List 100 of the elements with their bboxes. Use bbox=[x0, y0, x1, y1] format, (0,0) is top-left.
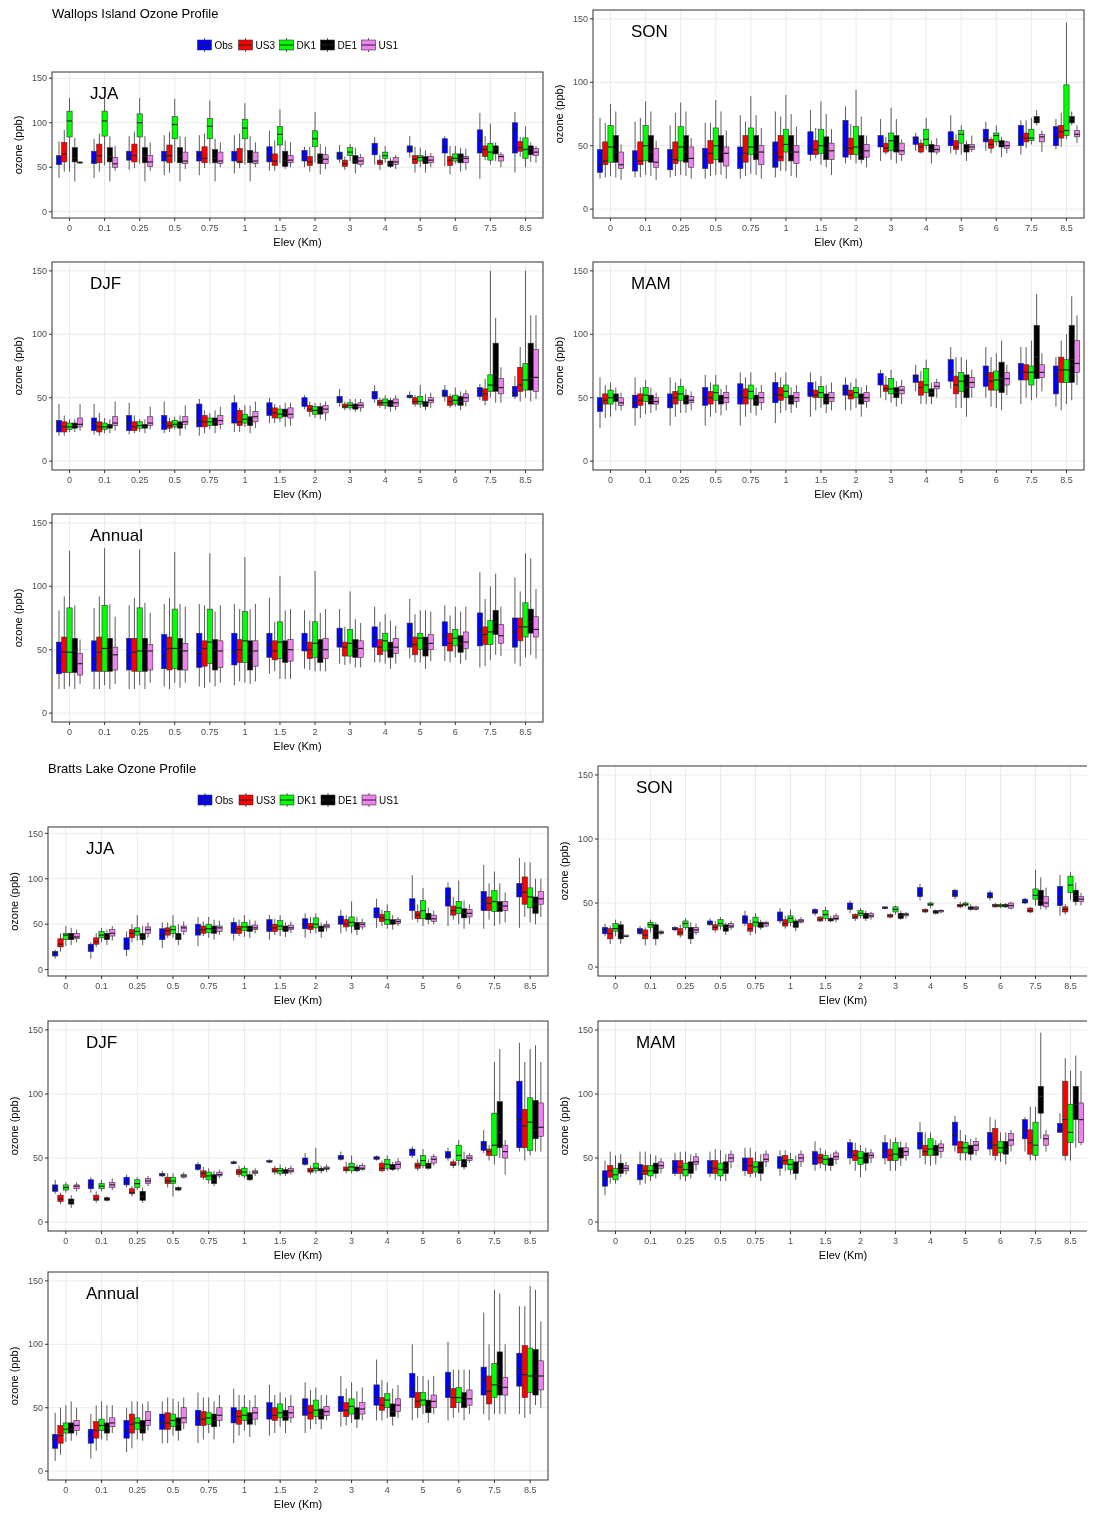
x-tick-label: 2 bbox=[857, 981, 864, 991]
x-tick-label: 8.5 bbox=[1060, 475, 1073, 485]
y-axis-title: ozone (ppb) bbox=[8, 1346, 20, 1406]
x-tick-label: 0.25 bbox=[130, 223, 149, 233]
x-tick-label: 4 bbox=[384, 1485, 390, 1495]
y-tick-label: 50 bbox=[577, 140, 588, 151]
x-tick-label: 8.5 bbox=[519, 727, 532, 737]
y-axis-title: ozone (ppb) bbox=[12, 588, 24, 648]
x-axis-title: Elev (Km) bbox=[273, 236, 322, 248]
x-tick-label: 0.1 bbox=[95, 1485, 108, 1495]
x-tick-label: 6 bbox=[456, 1485, 462, 1495]
x-tick-label: 0 bbox=[608, 223, 614, 233]
x-tick-label: 1 bbox=[787, 1236, 794, 1246]
x-tick-label: 0.5 bbox=[168, 223, 182, 233]
y-axis-title: ozone (ppb) bbox=[12, 115, 24, 175]
x-tick-label: 0.5 bbox=[709, 475, 723, 485]
x-tick-label: 6 bbox=[452, 727, 458, 737]
x-tick-label: 1.5 bbox=[814, 475, 828, 485]
x-axis-title: Elev (Km) bbox=[273, 740, 322, 752]
legend-label: DK1 bbox=[297, 795, 317, 806]
x-tick-label: 8.5 bbox=[1064, 981, 1077, 991]
x-tick-label: 0.25 bbox=[128, 1236, 147, 1246]
x-tick-label: 0.1 bbox=[639, 475, 652, 485]
x-axis-title: Elev (Km) bbox=[818, 1249, 868, 1261]
x-tick-label: 3 bbox=[349, 1485, 355, 1495]
x-tick-label: 6 bbox=[993, 223, 999, 233]
x-tick-label: 0.5 bbox=[709, 223, 723, 233]
y-tick-label: 50 bbox=[582, 1153, 593, 1164]
y-axis-title: ozone (ppb) bbox=[12, 336, 24, 396]
x-tick-label: 0.75 bbox=[742, 475, 760, 485]
x-tick-label: 0 bbox=[63, 981, 69, 991]
x-tick-label: 0.25 bbox=[130, 727, 149, 737]
x-tick-label: 6 bbox=[456, 1236, 462, 1246]
x-tick-label: 0.75 bbox=[746, 981, 765, 991]
x-tick-label: 1 bbox=[242, 727, 248, 737]
x-tick-label: 8.5 bbox=[523, 1236, 537, 1246]
x-axis-title: Elev (Km) bbox=[273, 1249, 323, 1261]
x-tick-label: 4 bbox=[923, 223, 929, 233]
x-tick-label: 7.5 bbox=[484, 475, 497, 485]
x-tick-label: 3 bbox=[888, 475, 894, 485]
annotation: JJA bbox=[86, 839, 115, 858]
x-tick-label: 1.5 bbox=[273, 981, 287, 991]
x-tick-label: 7.5 bbox=[1025, 223, 1038, 233]
x-tick-label: 0.25 bbox=[130, 475, 149, 485]
x-tick-label: 7.5 bbox=[484, 223, 497, 233]
x-tick-label: 7.5 bbox=[488, 1236, 501, 1246]
x-tick-label: 1.5 bbox=[273, 475, 287, 485]
x-tick-label: 0 bbox=[67, 475, 73, 485]
y-axis-title: ozone (ppb) bbox=[558, 1096, 570, 1156]
y-tick-label: 150 bbox=[31, 266, 47, 277]
x-tick-label: 1 bbox=[242, 475, 248, 485]
x-tick-label: 0.25 bbox=[676, 1236, 695, 1246]
x-tick-label: 0.5 bbox=[166, 1236, 180, 1246]
y-tick-label: 50 bbox=[36, 644, 47, 655]
x-tick-label: 8.5 bbox=[1060, 223, 1073, 233]
annotation: DJF bbox=[90, 274, 122, 293]
x-axis-title: Elev (Km) bbox=[814, 488, 863, 500]
x-tick-label: 2 bbox=[313, 1236, 319, 1246]
x-tick-label: 0.5 bbox=[714, 981, 727, 991]
annotation: MAM bbox=[636, 1033, 676, 1052]
y-tick-label: 100 bbox=[27, 1339, 43, 1350]
legend-label: Obs bbox=[214, 40, 233, 51]
x-tick-label: 0.1 bbox=[95, 1236, 108, 1246]
y-tick-label: 0 bbox=[41, 456, 47, 467]
x-tick-label: 0 bbox=[612, 1236, 619, 1246]
y-tick-label: 150 bbox=[31, 518, 47, 529]
x-tick-label: 2 bbox=[853, 475, 859, 485]
x-tick-label: 4 bbox=[384, 981, 390, 991]
chart-title: Bratts Lake Ozone Profile bbox=[48, 761, 197, 776]
y-tick-label: 50 bbox=[582, 898, 593, 909]
legend-label: Obs bbox=[215, 795, 234, 806]
x-tick-label: 0.75 bbox=[746, 1236, 765, 1246]
x-tick-label: 1.5 bbox=[819, 981, 832, 991]
x-tick-label: 1 bbox=[241, 1236, 247, 1246]
x-tick-label: 4 bbox=[382, 475, 388, 485]
y-tick-label: 50 bbox=[32, 919, 43, 930]
legend-label: US1 bbox=[378, 40, 399, 51]
x-tick-label: 0.5 bbox=[168, 727, 182, 737]
x-tick-label: 1.5 bbox=[273, 1236, 287, 1246]
y-tick-label: 50 bbox=[36, 162, 47, 173]
legend-label: DE1 bbox=[338, 795, 358, 806]
annotation: JJA bbox=[90, 84, 119, 103]
y-axis-title: ozone (ppb) bbox=[553, 336, 565, 396]
x-tick-label: 7.5 bbox=[1029, 981, 1042, 991]
x-tick-label: 4 bbox=[927, 981, 934, 991]
y-tick-label: 100 bbox=[572, 77, 588, 88]
x-tick-label: 0.5 bbox=[168, 475, 182, 485]
annotation: SON bbox=[636, 778, 673, 797]
x-tick-label: 4 bbox=[927, 1236, 934, 1246]
x-tick-label: 6 bbox=[997, 1236, 1004, 1246]
y-tick-label: 150 bbox=[27, 828, 43, 839]
x-tick-label: 5 bbox=[420, 1236, 426, 1246]
x-tick-label: 0 bbox=[67, 223, 73, 233]
x-tick-label: 5 bbox=[417, 727, 423, 737]
x-tick-label: 7.5 bbox=[488, 981, 501, 991]
x-tick-label: 1.5 bbox=[273, 223, 287, 233]
x-tick-label: 0.1 bbox=[98, 223, 111, 233]
y-tick-label: 50 bbox=[36, 392, 47, 403]
x-tick-label: 2 bbox=[312, 223, 318, 233]
legend-label: DK1 bbox=[296, 40, 317, 51]
